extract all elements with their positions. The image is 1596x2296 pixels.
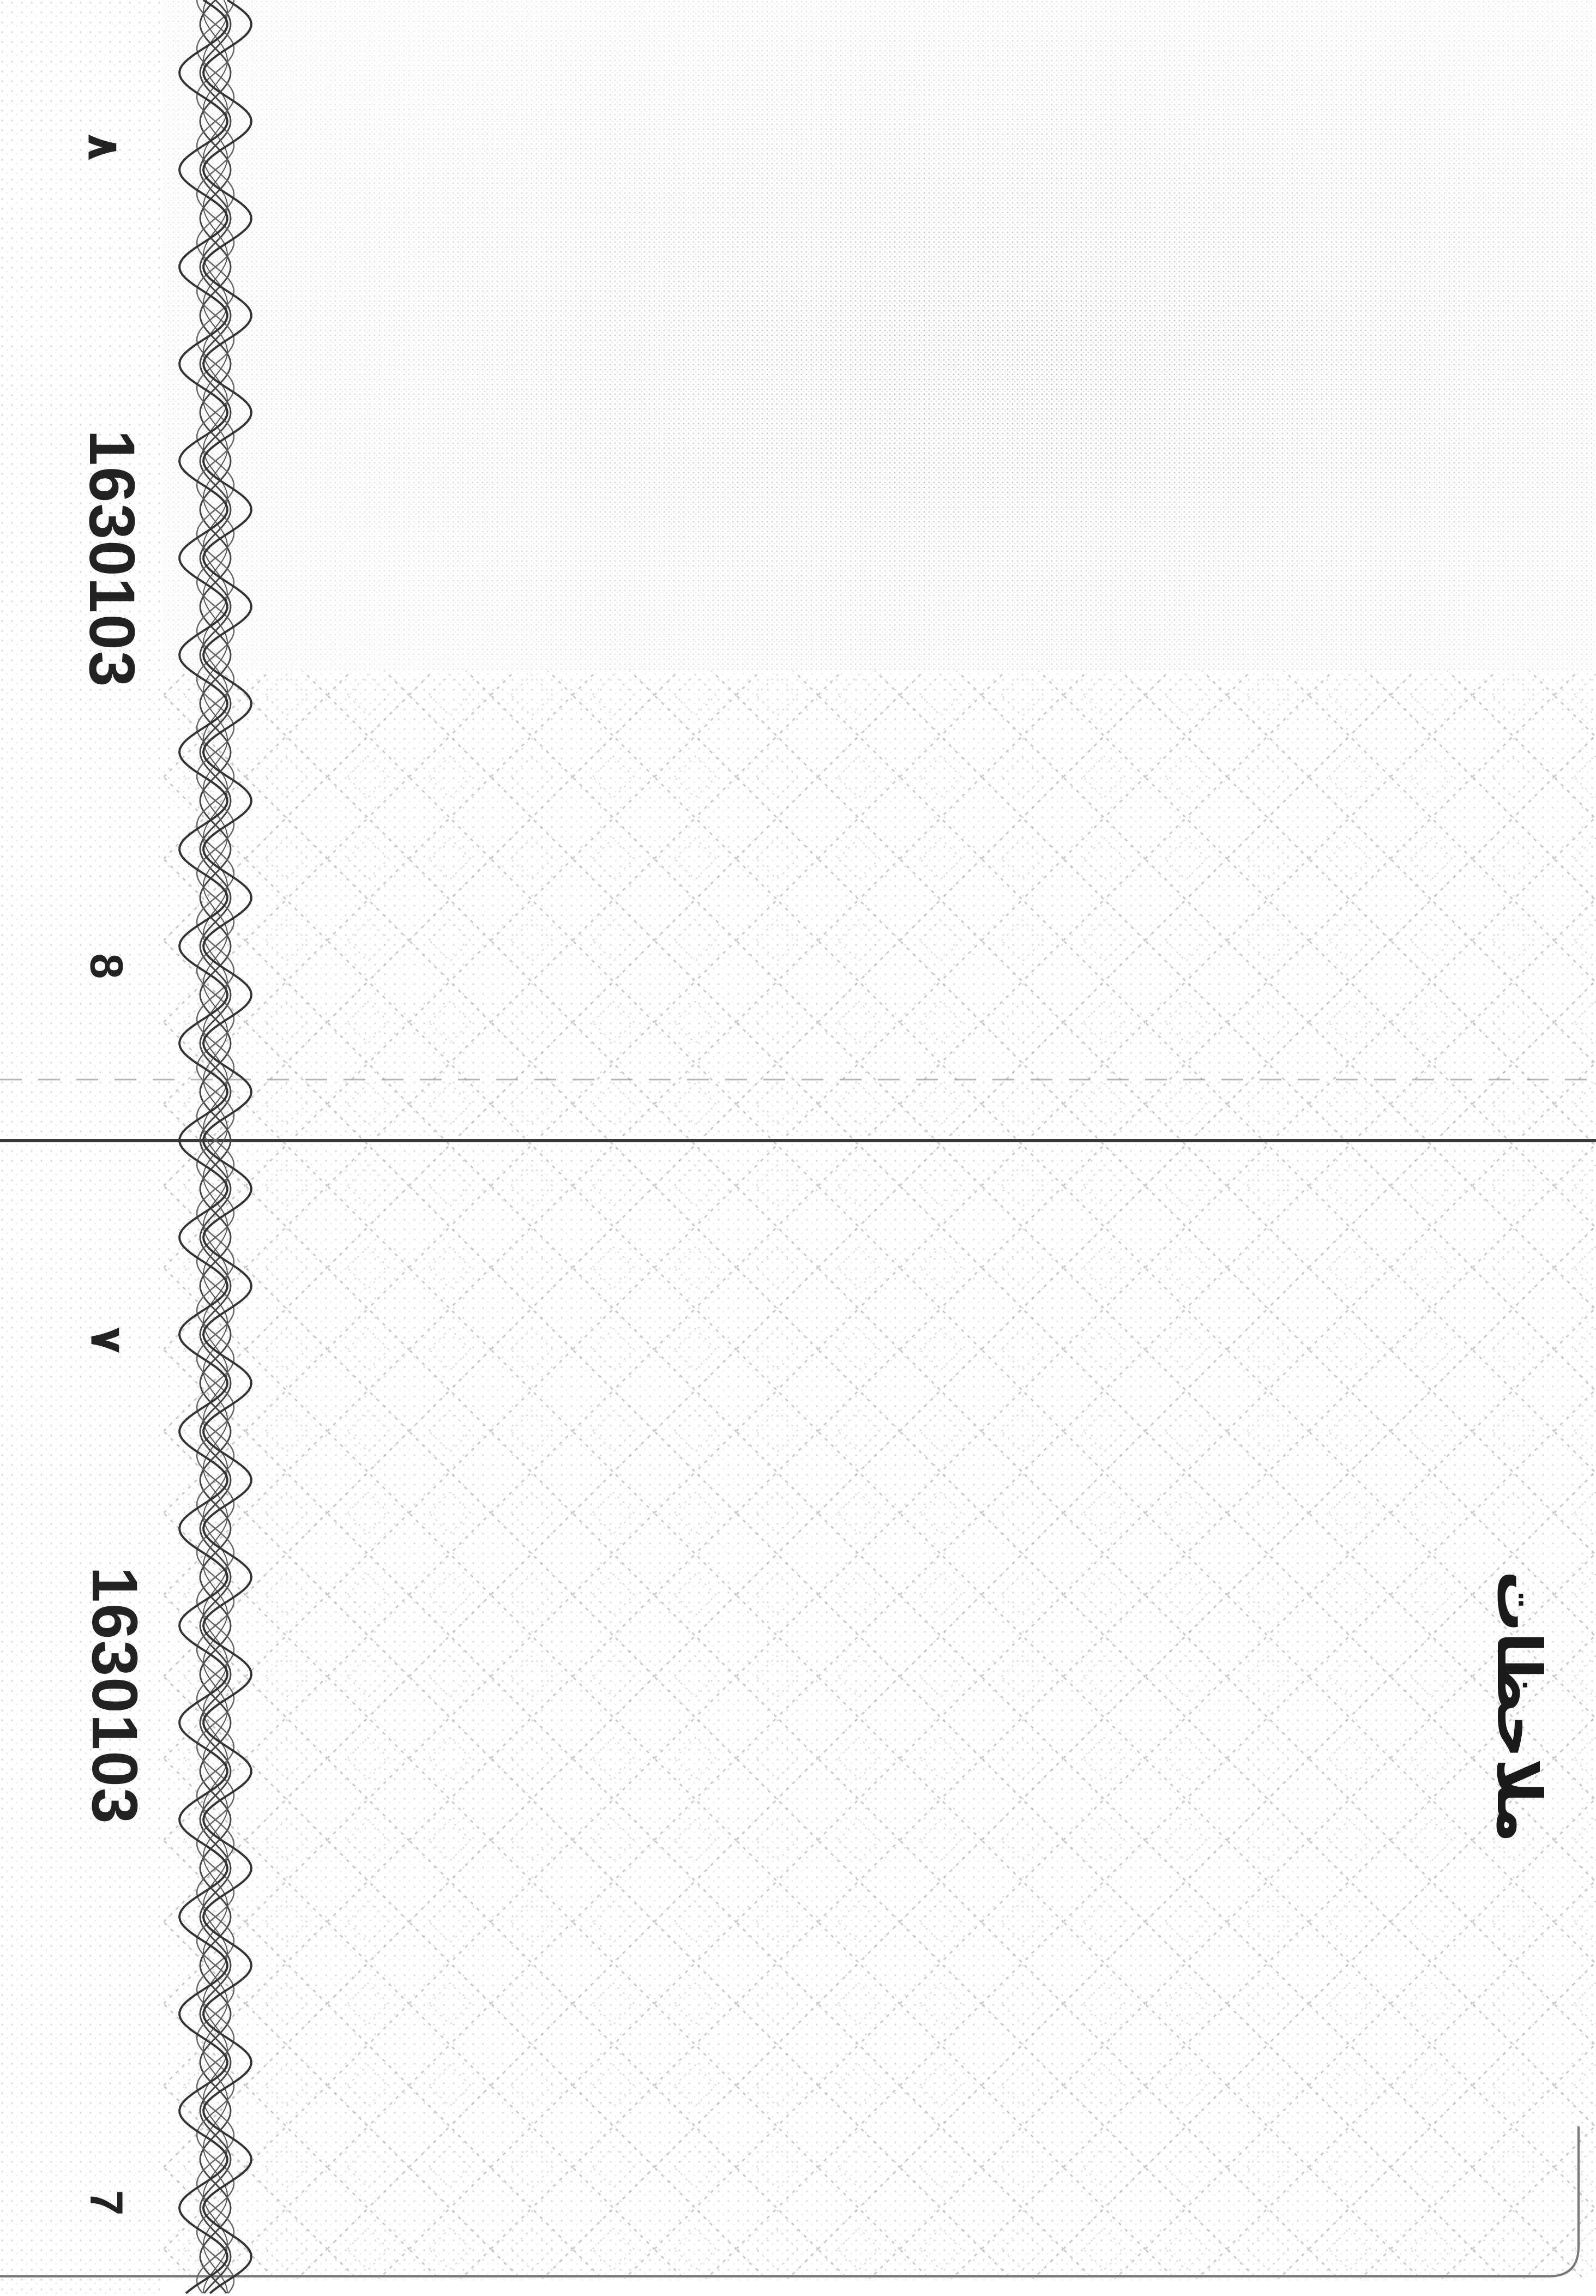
upper-page-number-latin: 8 bbox=[81, 953, 133, 979]
upper-page-number-arabic: ٨ bbox=[78, 134, 129, 161]
guilloche-band bbox=[178, 0, 253, 2294]
lower-page-serial-number: 1630103 bbox=[79, 1566, 150, 1825]
notes-label: ملاحظات bbox=[1483, 1570, 1554, 1843]
page-bottom-edge bbox=[0, 2126, 1580, 2277]
upper-page-serial-number: 1630103 bbox=[76, 430, 148, 688]
lower-page-number-latin: 7 bbox=[81, 2190, 133, 2216]
lower-page-number-arabic: ٧ bbox=[81, 1327, 132, 1354]
